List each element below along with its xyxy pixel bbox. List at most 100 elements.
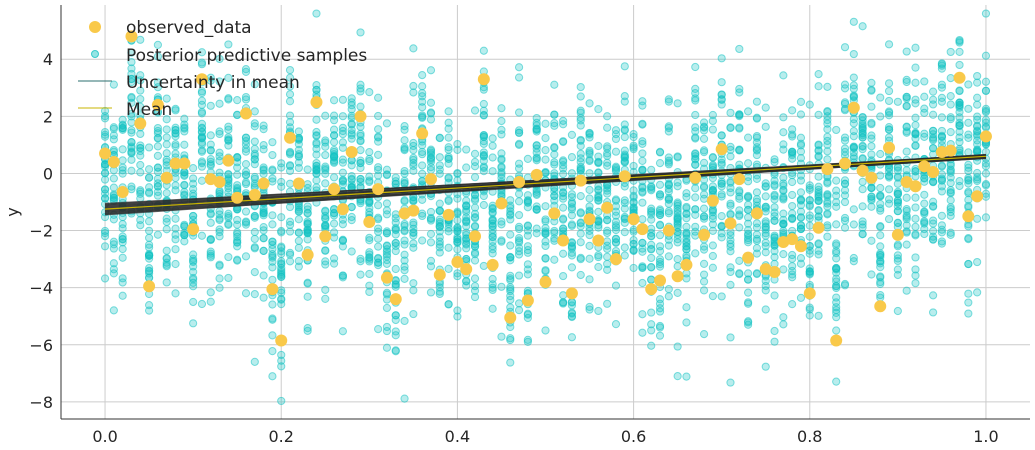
posterior-sample-point [929, 150, 938, 159]
posterior-sample-point [338, 126, 347, 136]
posterior-sample-point [479, 200, 488, 210]
posterior-sample-point [541, 167, 550, 177]
posterior-sample-point [409, 166, 418, 175]
legend-mean-label: Mean [126, 100, 172, 120]
posterior-sample-point [506, 230, 515, 239]
posterior-sample-point [329, 152, 339, 161]
posterior-sample-point [832, 377, 841, 386]
posterior-sample-point [550, 236, 559, 245]
observed-data-point [953, 71, 966, 84]
observed-data-point [231, 191, 244, 204]
posterior-sample-point [374, 93, 383, 102]
posterior-sample-point [576, 165, 585, 174]
posterior-sample-point [629, 132, 638, 142]
posterior-sample-point [285, 118, 295, 127]
posterior-sample-point [435, 237, 444, 246]
posterior-sample-point [744, 299, 753, 308]
posterior-sample-point [374, 165, 383, 175]
posterior-sample-point [876, 242, 885, 251]
posterior-sample-point [233, 96, 242, 105]
posterior-sample-point [920, 77, 929, 86]
posterior-sample-point [462, 234, 471, 243]
posterior-sample-point [329, 173, 339, 182]
posterior-sample-point [365, 253, 374, 262]
posterior-sample-point [735, 223, 744, 232]
observed-data-point [689, 171, 702, 184]
posterior-sample-point [611, 238, 621, 247]
posterior-sample-point [338, 168, 347, 177]
posterior-sample-point [691, 231, 700, 240]
posterior-sample-point [144, 165, 154, 174]
posterior-sample-point [241, 289, 251, 298]
posterior-sample-point [329, 254, 339, 263]
posterior-sample-point [726, 242, 735, 251]
posterior-sample-point [726, 142, 735, 151]
posterior-sample-point [418, 82, 427, 91]
posterior-sample-point [567, 241, 577, 250]
posterior-sample-point [691, 249, 700, 258]
posterior-sample-point [453, 207, 462, 216]
posterior-sample-point [682, 202, 691, 212]
posterior-sample-point [444, 133, 453, 142]
posterior-sample-point [241, 179, 251, 189]
posterior-sample-point [277, 163, 286, 172]
posterior-sample-point [629, 161, 638, 171]
posterior-sample-point [171, 125, 180, 135]
posterior-sample-point [876, 171, 885, 180]
posterior-sample-point [374, 125, 383, 134]
posterior-sample-point [365, 269, 374, 279]
posterior-sample-point [268, 257, 277, 266]
posterior-sample-point [840, 179, 850, 188]
posterior-sample-point [382, 229, 392, 238]
posterior-sample-point [973, 136, 982, 145]
posterior-sample-point [893, 97, 902, 106]
posterior-sample-point [127, 64, 136, 73]
posterior-sample-point [779, 220, 788, 229]
posterior-sample-point [444, 159, 453, 168]
posterior-sample-point [233, 170, 242, 179]
posterior-sample-point [788, 300, 797, 309]
posterior-sample-point [937, 61, 947, 70]
posterior-sample-point [673, 99, 682, 108]
posterior-sample-point [462, 276, 471, 286]
posterior-sample-point [153, 142, 162, 151]
posterior-sample-point [382, 199, 392, 208]
posterior-sample-point [761, 122, 770, 131]
posterior-sample-point [241, 140, 251, 149]
posterior-sample-point [699, 212, 709, 221]
posterior-sample-point [303, 165, 312, 174]
posterior-sample-point [735, 194, 744, 203]
posterior-sample-point [268, 315, 277, 324]
posterior-sample-point [391, 327, 400, 336]
posterior-sample-point [770, 212, 779, 221]
posterior-sample-point [189, 189, 198, 198]
posterior-sample-point [497, 125, 506, 134]
posterior-sample-point [761, 248, 770, 257]
posterior-sample-point [594, 215, 603, 224]
posterior-sample-point [109, 269, 118, 278]
posterior-sample-point [426, 153, 436, 162]
posterior-sample-point [365, 176, 374, 185]
observed-data-point [830, 334, 843, 347]
posterior-sample-point [955, 118, 964, 127]
posterior-sample-point [655, 307, 665, 316]
posterior-sample-point [233, 181, 242, 190]
posterior-sample-point [277, 288, 286, 297]
posterior-sample-point [136, 187, 145, 196]
posterior-sample-point [849, 220, 858, 229]
posterior-sample-point [338, 112, 347, 121]
posterior-sample-point [823, 177, 832, 187]
posterior-sample-point [788, 190, 797, 200]
posterior-sample-point [673, 372, 682, 381]
posterior-sample-point [215, 168, 224, 177]
posterior-sample-point [664, 97, 673, 106]
posterior-sample-point [840, 43, 850, 52]
posterior-sample-point [347, 182, 356, 191]
posterior-sample-point [479, 162, 488, 171]
posterior-sample-point [559, 249, 568, 258]
posterior-sample-point [655, 180, 665, 189]
posterior-sample-point [981, 192, 991, 201]
posterior-sample-point [435, 243, 444, 252]
posterior-sample-point [197, 48, 207, 57]
posterior-sample-point [426, 146, 436, 155]
